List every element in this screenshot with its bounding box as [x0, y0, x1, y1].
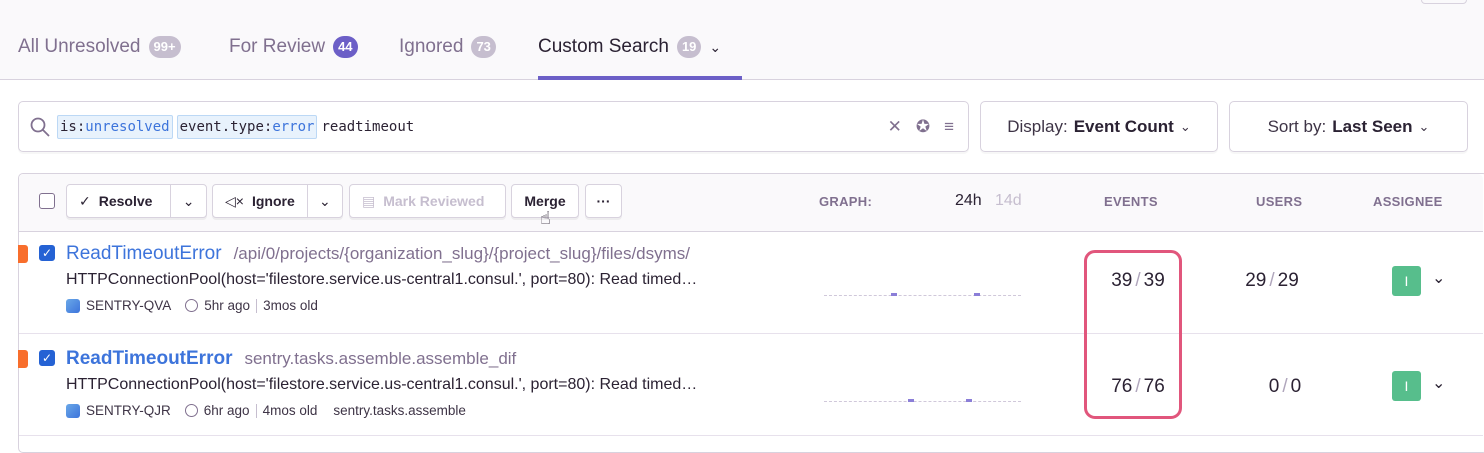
- sparkline: [824, 293, 1021, 296]
- tab-custom-search[interactable]: Custom Search 19 ⌄: [538, 36, 722, 58]
- resolve-button[interactable]: ✓ Resolve ⌄: [66, 184, 207, 218]
- search-token[interactable]: is:unresolved: [57, 114, 173, 139]
- issue-checkbox[interactable]: ✓: [39, 245, 55, 261]
- user-count: 0/0: [1268, 376, 1302, 397]
- mute-icon: ◁×: [225, 192, 244, 209]
- issue-culprit: /api/0/projects/{organization_slug}/{pro…: [233, 244, 691, 263]
- issue-location: sentry.tasks.assemble: [333, 403, 466, 418]
- chevron-down-icon[interactable]: ⌄: [170, 185, 206, 217]
- tab-ignored[interactable]: Ignored 73: [399, 36, 496, 58]
- active-tab-indicator: [538, 76, 742, 80]
- count-badge: 19: [676, 36, 702, 58]
- assignee-column-header: ASSIGNEE: [1373, 194, 1443, 209]
- chevron-down-icon: ⌄: [1418, 118, 1430, 134]
- chevron-down-icon[interactable]: ⌄: [709, 38, 722, 55]
- last-seen: 5hr ago: [204, 298, 251, 313]
- tab-for-review[interactable]: For Review 44: [229, 36, 358, 58]
- assignee-avatar[interactable]: I: [1392, 371, 1421, 401]
- short-id[interactable]: SENTRY-QJR: [86, 403, 171, 418]
- issue-message: HTTPConnectionPool(host='filestore.servi…: [66, 376, 698, 393]
- count-badge: 99+: [148, 36, 181, 58]
- pin-icon[interactable]: ✪: [915, 117, 931, 136]
- python-icon: [66, 298, 80, 313]
- issue-row[interactable]: [19, 334, 1483, 436]
- sort-dropdown[interactable]: Sort by: Last Seen ⌄: [1229, 101, 1468, 152]
- search-input[interactable]: is:unresolved event.type:error readtimeo…: [18, 101, 969, 152]
- user-count: 29/29: [1245, 270, 1299, 291]
- issue-checkbox[interactable]: ✓: [39, 350, 55, 366]
- chevron-down-icon[interactable]: ⌄: [1432, 375, 1446, 392]
- issue-culprit: sentry.tasks.assemble.assemble_dif: [244, 349, 517, 368]
- issue-title[interactable]: ReadTimeoutError: [66, 243, 222, 264]
- assignee-avatar[interactable]: I: [1392, 266, 1421, 296]
- graph-column-header: GRAPH:: [819, 194, 873, 209]
- event-count: 76/76: [1111, 376, 1165, 397]
- chevron-down-icon[interactable]: ⌄: [306, 185, 342, 217]
- python-icon: [66, 403, 80, 418]
- clear-icon[interactable]: ✕: [887, 117, 902, 136]
- count-badge: 73: [471, 36, 496, 58]
- first-seen: 4mos old: [262, 403, 318, 418]
- users-column-header: USERS: [1256, 194, 1303, 209]
- last-seen: 6hr ago: [203, 403, 250, 418]
- more-actions-button[interactable]: ···: [585, 184, 622, 218]
- tab-bar: [0, 0, 1484, 80]
- merge-button[interactable]: Merge: [511, 184, 579, 218]
- mark-reviewed-button[interactable]: ▤ Mark Reviewed: [349, 184, 506, 218]
- chevron-down-icon[interactable]: ⌄: [1432, 270, 1446, 287]
- inbox-icon: ▤: [362, 192, 376, 209]
- short-id[interactable]: SENTRY-QVA: [86, 298, 172, 313]
- settings-sliders-icon[interactable]: ≡: [944, 117, 954, 136]
- issue-row[interactable]: [19, 232, 1483, 334]
- checkmark-icon: ✓: [79, 192, 91, 209]
- chevron-down-icon: ⌄: [1179, 118, 1191, 134]
- clock-icon: [184, 404, 198, 417]
- search-text: readtimeout: [321, 118, 415, 135]
- search-icon: [30, 117, 50, 137]
- top-button[interactable]: [1421, 0, 1467, 4]
- issue-message: HTTPConnectionPool(host='filestore.servi…: [66, 271, 698, 288]
- clock-icon: [185, 299, 199, 312]
- first-seen: 3mos old: [263, 298, 318, 313]
- select-all-checkbox[interactable]: [39, 193, 55, 209]
- range-24h[interactable]: 24h: [955, 192, 982, 209]
- ignore-button[interactable]: ◁× Ignore ⌄: [212, 184, 343, 218]
- tab-all-unresolved[interactable]: All Unresolved 99+: [18, 36, 181, 58]
- range-14d[interactable]: 14d: [995, 192, 1022, 209]
- display-dropdown[interactable]: Display: Event Count ⌄: [980, 101, 1218, 152]
- sparkline: [824, 399, 1021, 402]
- cursor-hand-icon: ☝: [540, 208, 551, 228]
- search-token[interactable]: event.type:error: [176, 114, 318, 139]
- count-badge: 44: [333, 36, 358, 58]
- level-indicator: [18, 245, 28, 263]
- level-indicator: [18, 350, 28, 368]
- events-column-header: EVENTS: [1104, 194, 1158, 209]
- highlight-annotation: [1084, 250, 1182, 419]
- issue-title[interactable]: ReadTimeoutError: [66, 348, 233, 369]
- event-count: 39/39: [1111, 270, 1165, 291]
